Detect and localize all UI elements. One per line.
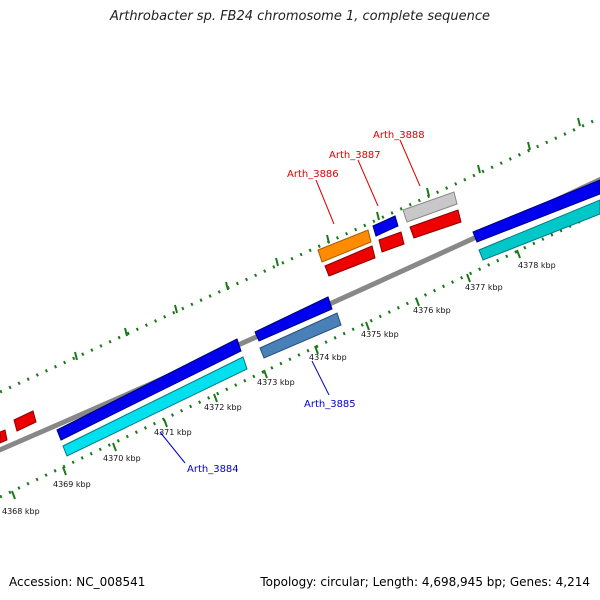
gene-label-arth-3888[interactable]: Arth_3888 — [373, 130, 425, 141]
gene-label-arth-3887[interactable]: Arth_3887 — [329, 150, 381, 161]
kbp-label-4377: 4377 kbp — [465, 283, 503, 292]
kbp-label-4368: 4368 kbp — [2, 507, 40, 516]
gene-labels: Arth_3884 Arth_3885 Arth_3886 Arth_3887 … — [187, 130, 425, 475]
reverse-strand-genes — [62, 199, 600, 457]
highlighted-genes — [0, 191, 462, 444]
gene-arth-3886[interactable] — [317, 229, 372, 263]
kbp-label-4372: 4372 kbp — [204, 403, 242, 412]
kbp-label-4369: 4369 kbp — [53, 480, 91, 489]
kbp-labels: 4368 kbp 4369 kbp 4370 kbp 4371 kbp 4372… — [2, 261, 556, 516]
gene-right-reverse[interactable] — [478, 199, 600, 261]
gene-label-leaders — [159, 139, 421, 464]
kbp-label-4371: 4371 kbp — [154, 428, 192, 437]
gene-arth-3888[interactable] — [402, 191, 458, 223]
gene-arth-3885-forward[interactable] — [254, 296, 333, 342]
gene-label-arth-3885[interactable]: Arth_3885 — [304, 399, 356, 410]
forward-strand-genes — [56, 179, 600, 441]
gene-arth-3885[interactable] — [259, 312, 342, 359]
gene-red-left-a[interactable] — [324, 245, 376, 277]
gene-arth-3887[interactable] — [372, 215, 399, 237]
kbp-label-4376: 4376 kbp — [413, 306, 451, 315]
outer-tick-ring — [0, 116, 600, 394]
kbp-major-ticks — [11, 117, 581, 500]
map-title: Arthrobacter sp. FB24 chromosome 1, comp… — [109, 9, 491, 24]
kbp-label-4373: 4373 kbp — [257, 378, 295, 387]
gene-red-mid[interactable] — [378, 231, 405, 253]
gene-label-arth-3886[interactable]: Arth_3886 — [287, 169, 339, 180]
gene-red-edge-left[interactable] — [0, 429, 8, 444]
kbp-label-4374: 4374 kbp — [309, 353, 347, 362]
kbp-label-4378: 4378 kbp — [518, 261, 556, 270]
kbp-label-4375: 4375 kbp — [361, 330, 399, 339]
kbp-label-4370: 4370 kbp — [103, 454, 141, 463]
gene-arth-3884-reverse[interactable] — [62, 356, 248, 457]
gene-red-right[interactable] — [409, 209, 462, 239]
gene-red-far-left[interactable] — [13, 410, 37, 432]
gene-label-arth-3884[interactable]: Arth_3884 — [187, 464, 239, 475]
inner-tick-ring — [0, 210, 600, 499]
gene-right-forward[interactable] — [472, 179, 600, 243]
accession-label: Accession: NC_008541 — [9, 575, 146, 589]
gene-arth-3884-forward[interactable] — [56, 338, 242, 441]
genome-summary: Topology: circular; Length: 4,698,945 bp… — [260, 575, 590, 589]
